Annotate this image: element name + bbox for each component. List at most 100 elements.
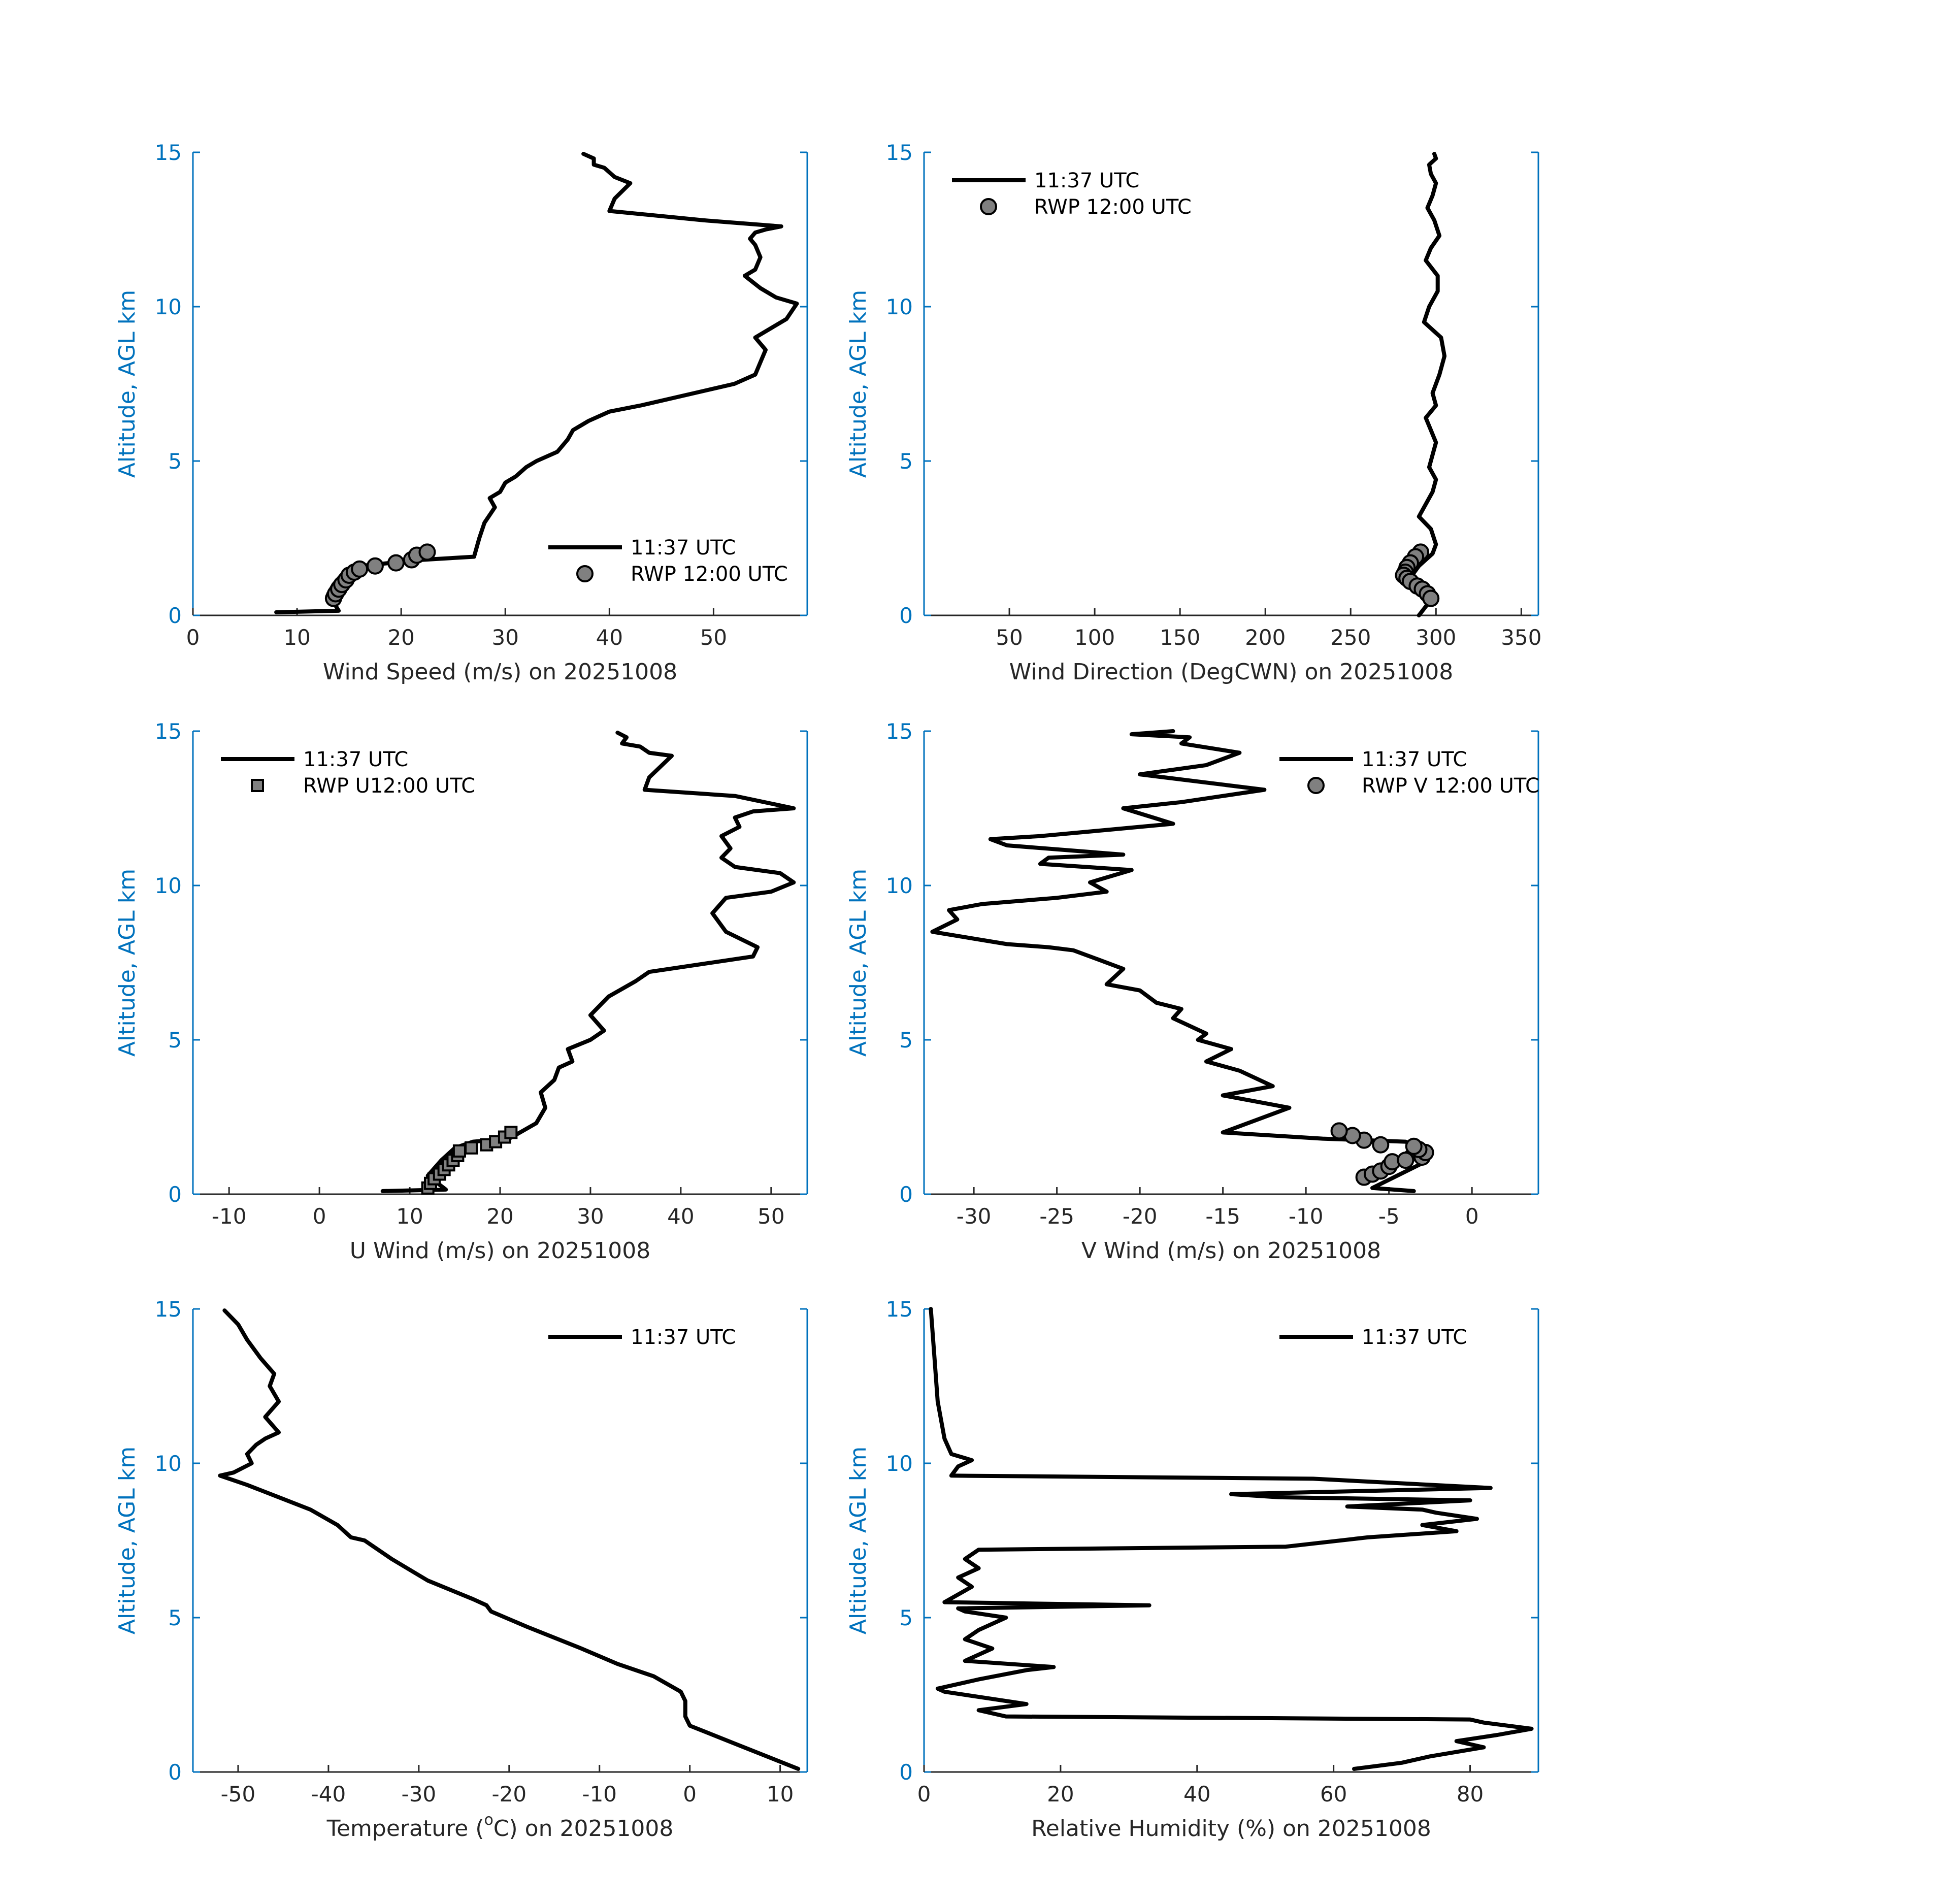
rwp-point (1405, 1137, 1423, 1155)
series-line-0 (930, 729, 1425, 1193)
x-tick-label: -20 (491, 1782, 526, 1807)
y-axis-label: Altitude, AGL km (114, 290, 140, 478)
y-tick-label: 15 (155, 140, 182, 165)
y-tick-label: 5 (899, 1028, 913, 1053)
x-tick-label: -25 (1039, 1204, 1074, 1229)
x-tick-label: -5 (1378, 1204, 1400, 1229)
x-tick-label: -40 (311, 1782, 346, 1807)
rwp-point (366, 557, 384, 575)
x-tick-label: 60 (1320, 1782, 1347, 1807)
x-tick-label: 0 (186, 625, 200, 650)
x-tick-label: 50 (996, 625, 1023, 650)
x-tick-label: 50 (758, 1204, 784, 1229)
y-axis-label: Altitude, AGL km (845, 290, 871, 478)
x-axis-label: Relative Humidity (%) on 20251008 (1031, 1816, 1431, 1842)
x-tick-label: 20 (486, 1204, 513, 1229)
x-tick-label: -10 (212, 1204, 247, 1229)
x-tick-label: 30 (577, 1204, 604, 1229)
series-line-0 (929, 1307, 1534, 1771)
y-tick-label: 5 (168, 1028, 182, 1053)
panel-wind-speed: 0 5 10 15 0 10 20 30 40 50 Wind Speed (m/s) on 202… (114, 140, 808, 685)
x-tick-label: 40 (596, 625, 623, 650)
x-tick-label: 250 (1330, 625, 1371, 650)
x-axis-label: Wind Direction (DegCWN) on 20251008 (1009, 659, 1453, 685)
x-axis-label: V Wind (m/s) on 20251008 (1081, 1238, 1381, 1264)
x-tick-label: 150 (1160, 625, 1200, 650)
x-tick-label: 350 (1501, 625, 1541, 650)
rwp-point (418, 543, 436, 561)
x-axis-label-prefix: Temperature ( (326, 1816, 484, 1842)
y-tick-label: 5 (899, 1605, 913, 1630)
y-tick-label: 15 (155, 1297, 182, 1322)
x-tick-label: 0 (683, 1782, 697, 1807)
x-tick-label: 10 (767, 1782, 794, 1807)
y-tick-label: 10 (886, 294, 913, 319)
x-axis-label: U Wind (m/s) on 20251008 (350, 1238, 650, 1264)
x-tick-label: -10 (582, 1782, 617, 1807)
rwp-point (1330, 1122, 1348, 1140)
legend-label: 11:37 UTC (1362, 1326, 1467, 1349)
panel-v-wind: 0 5 10 15 -30 -25 -20 -15 -10 -5 0 V Wind (m/s) on … (845, 719, 1539, 1264)
legend-label: 11:37 UTC (631, 536, 736, 560)
legend-marker-swatch (576, 565, 594, 582)
x-tick-label: 0 (1465, 1204, 1479, 1229)
panel-relative-humidity: 0 5 10 15 0 20 40 60 80 Relative Humidity (%) on … (845, 1297, 1539, 1842)
legend-label: RWP 12:00 UTC (1034, 195, 1192, 219)
y-tick-label: 10 (155, 294, 182, 319)
x-tick-label: 50 (700, 625, 727, 650)
y-tick-label: 0 (899, 1760, 913, 1785)
y-axis-label: Altitude, AGL km (845, 869, 871, 1057)
rwp-point (504, 1126, 518, 1139)
x-tick-label: -30 (402, 1782, 437, 1807)
y-axis-label: Altitude, AGL km (114, 1447, 140, 1634)
series-line-0 (274, 152, 799, 614)
x-axis-label-suffix: C) on 20251008 (493, 1816, 674, 1842)
x-tick-label: 10 (283, 625, 310, 650)
y-tick-label: 0 (168, 1182, 182, 1207)
x-tick-label: -30 (957, 1204, 992, 1229)
y-tick-label: 0 (899, 1182, 913, 1207)
panel-u-wind: 0 5 10 15 -10 0 10 20 30 40 50 U Wind (m/s) on 2025… (114, 719, 808, 1264)
legend-marker-swatch (251, 779, 264, 792)
rwp-point (1397, 1152, 1414, 1169)
legend-marker-swatch (1307, 777, 1325, 794)
x-tick-label: 40 (667, 1204, 694, 1229)
series-line-0 (1410, 152, 1447, 617)
x-tick-label: -50 (221, 1782, 256, 1807)
x-axis-label: Wind Speed (m/s) on 20251008 (323, 659, 677, 685)
rwp-point (1372, 1136, 1390, 1154)
y-tick-label: 10 (155, 1451, 182, 1476)
series-line-0 (218, 1308, 801, 1771)
x-tick-label: 200 (1245, 625, 1286, 650)
legend-label: 11:37 UTC (631, 1326, 736, 1349)
x-tick-label: 20 (1047, 1782, 1074, 1807)
y-tick-label: 10 (886, 873, 913, 898)
x-tick-label: -15 (1205, 1204, 1240, 1229)
rwp-point (465, 1141, 478, 1155)
x-tick-label: 100 (1074, 625, 1115, 650)
x-tick-label: 30 (492, 625, 519, 650)
y-tick-label: 15 (886, 719, 913, 744)
legend-label: 11:37 UTC (1034, 169, 1139, 192)
y-tick-label: 5 (899, 449, 913, 474)
x-tick-label: 40 (1183, 1782, 1210, 1807)
legend-marker-swatch (980, 198, 997, 215)
y-tick-label: 10 (886, 1451, 913, 1476)
y-tick-label: 10 (155, 873, 182, 898)
rwp-point (1422, 589, 1440, 607)
x-tick-label: -10 (1289, 1204, 1324, 1229)
rwp-point (452, 1144, 466, 1158)
panel-wind-direction: 0 5 10 15 50 100 150 200 250 300 350 Wind Direction… (845, 140, 1541, 685)
x-axis-label-sup: o (484, 1811, 493, 1829)
legend-label: RWP U12:00 UTC (303, 774, 475, 798)
panel-temperature: 0 5 10 15 -50 -40 -30 -20 -10 0 10 Temperature (oC)… (114, 1297, 808, 1842)
y-tick-label: 15 (886, 140, 913, 165)
rwp-point (387, 554, 405, 572)
y-tick-label: 15 (886, 1297, 913, 1322)
y-tick-label: 5 (168, 449, 182, 474)
y-tick-label: 0 (168, 1760, 182, 1785)
y-axis-label: Altitude, AGL km (845, 1447, 871, 1634)
rwp-point (351, 560, 369, 578)
legend-label: 11:37 UTC (303, 748, 408, 771)
